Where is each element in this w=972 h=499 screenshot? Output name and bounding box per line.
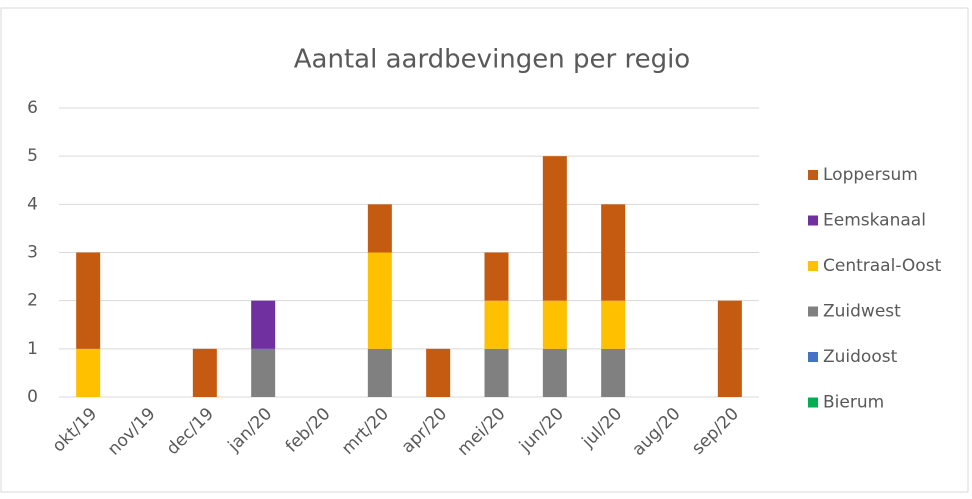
legend-swatch: [808, 215, 818, 226]
legend-swatch: [808, 170, 818, 180]
bar-segment: [542, 300, 567, 349]
bar-segment: [717, 300, 742, 397]
legend-swatch: [808, 397, 818, 408]
y-tick-label: 6: [27, 98, 38, 118]
legend-label: Loppersum: [823, 165, 918, 185]
bar-segment: [484, 252, 509, 301]
legend-swatch: [808, 352, 818, 362]
y-tick-label: 0: [27, 387, 38, 407]
legend-label: Zuidoost: [823, 347, 898, 367]
bar-segment: [484, 300, 509, 349]
chart-border: [0, 7, 969, 493]
y-tick-label: 2: [27, 291, 38, 311]
bar-segment: [367, 252, 392, 349]
chart-title: Aantal aardbevingen per regio: [294, 45, 690, 75]
legend-swatch: [808, 306, 818, 317]
legend-label: Centraal-Oost: [823, 256, 942, 276]
legend-swatch: [808, 261, 818, 271]
bar-segment: [601, 348, 626, 397]
bar-segment: [251, 300, 276, 349]
bar-segment: [542, 156, 567, 301]
bar-segment: [251, 348, 276, 397]
y-tick-label: 3: [27, 243, 38, 263]
legend-label: Eemskanaal: [823, 211, 926, 231]
bar-segment: [426, 348, 451, 397]
bar-segment: [484, 348, 509, 397]
bar-segment: [192, 348, 217, 397]
bar-segment: [601, 300, 626, 349]
bar-segment: [76, 252, 101, 349]
y-tick-label: 4: [27, 194, 38, 214]
bar-segment: [601, 204, 626, 301]
bar-segment: [367, 204, 392, 253]
legend-label: Zuidwest: [823, 302, 901, 322]
bar-segment: [367, 348, 392, 397]
legend-label: Bierum: [823, 393, 884, 413]
bar-segment: [542, 348, 567, 397]
bar-segment: [76, 348, 101, 397]
y-tick-label: 1: [27, 339, 38, 359]
y-tick-label: 5: [27, 146, 38, 166]
